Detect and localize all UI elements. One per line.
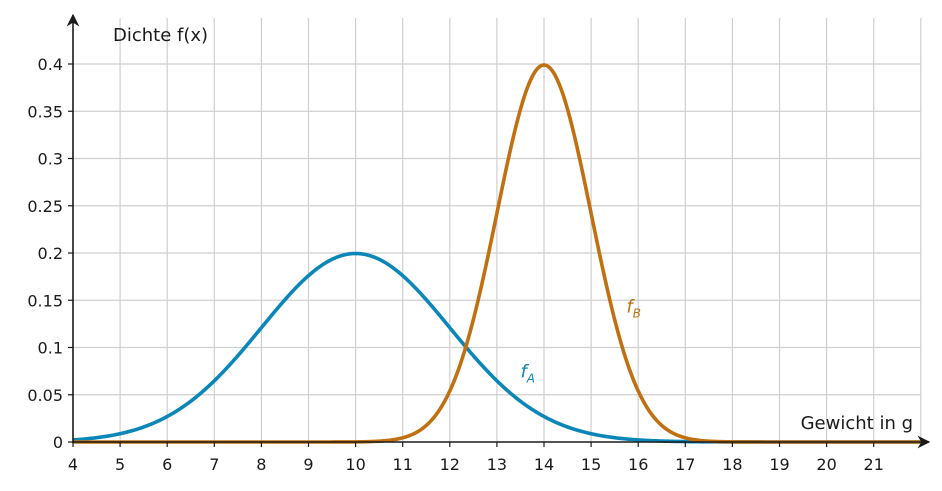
grid bbox=[73, 18, 922, 442]
x-tick-label: 14 bbox=[534, 455, 554, 474]
y-tick-label: 0.35 bbox=[27, 102, 63, 121]
x-tick-label: 4 bbox=[68, 455, 78, 474]
x-tick-label: 11 bbox=[393, 455, 413, 474]
x-tick-label: 16 bbox=[628, 455, 648, 474]
x-tick-label: 15 bbox=[581, 455, 601, 474]
series-labels: fA fB bbox=[520, 297, 641, 386]
series-label-b: fB bbox=[626, 297, 641, 321]
x-tick-label: 12 bbox=[440, 455, 460, 474]
x-tick-label: 13 bbox=[487, 455, 507, 474]
x-tick-label: 10 bbox=[345, 455, 365, 474]
x-tick-label: 7 bbox=[209, 455, 219, 474]
series-label-a: fA bbox=[520, 362, 535, 386]
x-tick-label: 20 bbox=[816, 455, 836, 474]
x-tick-label: 6 bbox=[162, 455, 172, 474]
x-tick-label: 18 bbox=[722, 455, 742, 474]
x-tick-label: 19 bbox=[769, 455, 789, 474]
x-tick-label: 5 bbox=[115, 455, 125, 474]
x-axis-title: Gewicht in g bbox=[801, 413, 913, 434]
x-tick-label: 8 bbox=[256, 455, 266, 474]
y-tick-label: 0.25 bbox=[27, 197, 63, 216]
y-axis-title: Dichte f(x) bbox=[113, 25, 208, 46]
y-tick-label: 0.1 bbox=[38, 339, 63, 358]
x-tick-label: 21 bbox=[864, 455, 884, 474]
x-tick-label: 17 bbox=[675, 455, 695, 474]
y-tick-label: 0.4 bbox=[38, 55, 63, 74]
axes bbox=[66, 13, 931, 449]
y-tick-label: 0.3 bbox=[38, 150, 63, 169]
y-tick-label: 0.2 bbox=[38, 244, 63, 263]
y-tick-label: 0.15 bbox=[27, 291, 63, 310]
y-tick-label: 0 bbox=[53, 433, 63, 452]
tick-labels: 4 5 6 7 8 9 10 11 12 13 14 15 16 17 18 19 20 21 0 0.05 0.1 0.… bbox=[27, 55, 884, 474]
y-tick-label: 0.05 bbox=[27, 386, 63, 405]
x-tick-label: 9 bbox=[303, 455, 313, 474]
